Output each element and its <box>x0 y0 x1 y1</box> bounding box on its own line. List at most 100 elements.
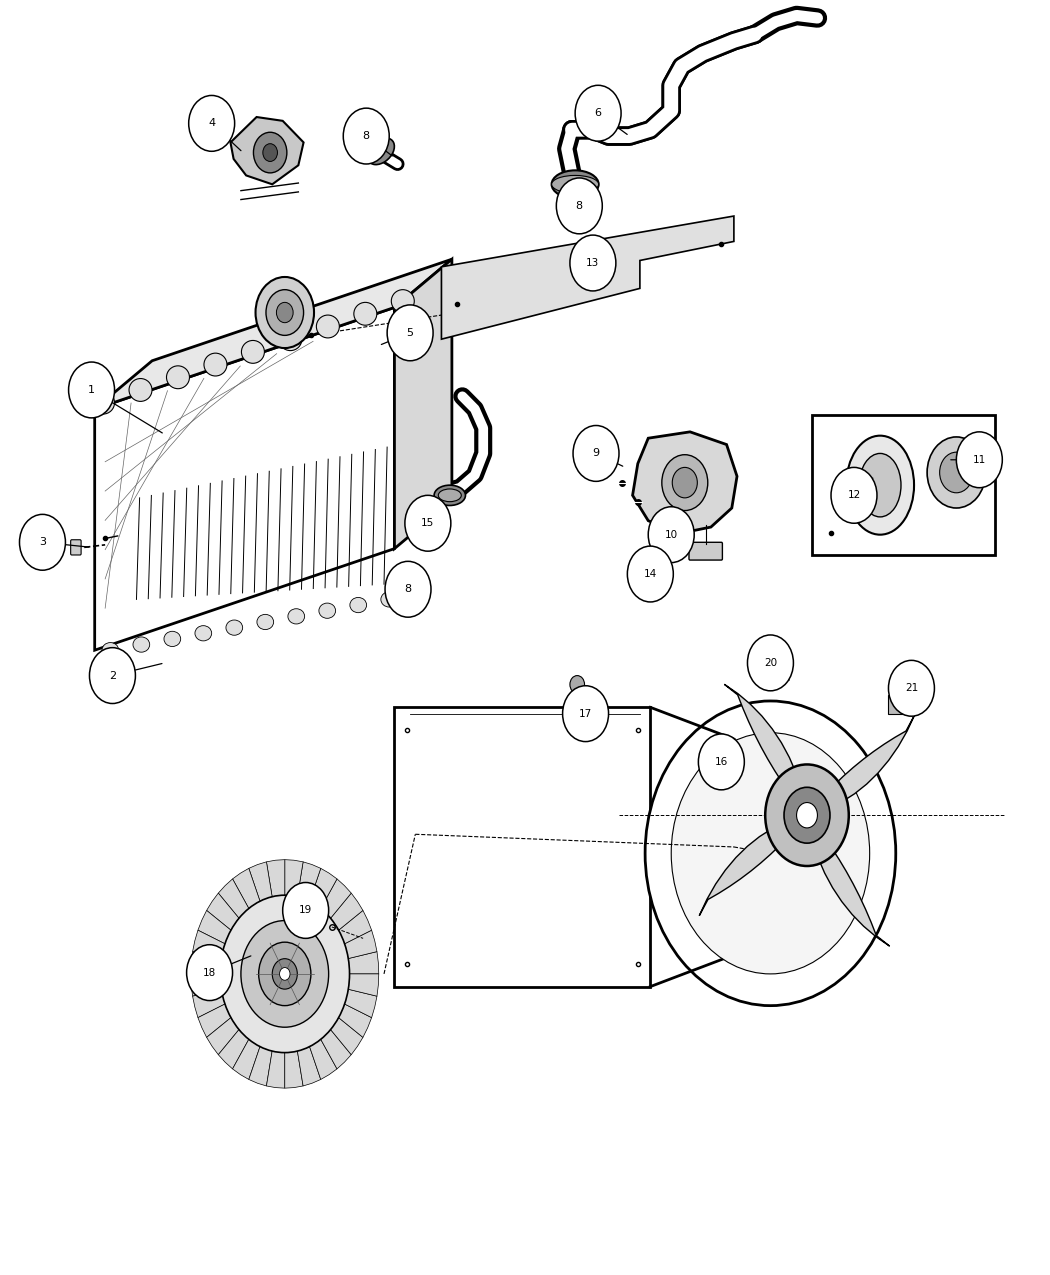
Circle shape <box>563 686 609 742</box>
Polygon shape <box>94 307 395 650</box>
Ellipse shape <box>392 289 415 312</box>
Circle shape <box>89 648 135 704</box>
Polygon shape <box>297 862 320 901</box>
Polygon shape <box>441 215 734 339</box>
Circle shape <box>957 432 1003 488</box>
Polygon shape <box>632 432 737 533</box>
Polygon shape <box>297 1047 320 1086</box>
Circle shape <box>645 701 896 1006</box>
Polygon shape <box>699 829 780 915</box>
Circle shape <box>68 362 114 418</box>
Ellipse shape <box>242 340 265 363</box>
Circle shape <box>276 302 293 323</box>
Polygon shape <box>395 259 452 548</box>
Circle shape <box>405 495 450 551</box>
Polygon shape <box>395 708 650 987</box>
Text: 10: 10 <box>665 529 678 539</box>
Circle shape <box>266 289 303 335</box>
Ellipse shape <box>381 592 398 607</box>
Polygon shape <box>344 931 377 959</box>
Circle shape <box>575 85 622 142</box>
Polygon shape <box>310 868 337 909</box>
Polygon shape <box>331 892 363 931</box>
Circle shape <box>570 676 585 694</box>
Circle shape <box>189 96 234 152</box>
Polygon shape <box>249 862 272 901</box>
Polygon shape <box>198 910 231 943</box>
Circle shape <box>672 468 697 497</box>
FancyBboxPatch shape <box>70 539 81 555</box>
Circle shape <box>343 108 390 164</box>
Polygon shape <box>724 685 796 783</box>
Circle shape <box>255 277 314 348</box>
Text: 3: 3 <box>39 537 46 547</box>
Ellipse shape <box>195 626 212 641</box>
Circle shape <box>888 660 934 717</box>
Ellipse shape <box>434 486 465 505</box>
Polygon shape <box>207 892 239 931</box>
Polygon shape <box>267 859 285 896</box>
Polygon shape <box>320 1029 352 1068</box>
Ellipse shape <box>204 353 227 376</box>
Circle shape <box>698 734 744 789</box>
Polygon shape <box>834 715 915 802</box>
Polygon shape <box>310 1039 337 1080</box>
Ellipse shape <box>226 620 243 635</box>
Polygon shape <box>267 1051 285 1088</box>
Circle shape <box>748 635 794 691</box>
Ellipse shape <box>129 379 152 402</box>
Circle shape <box>627 546 673 602</box>
Circle shape <box>831 468 877 523</box>
Ellipse shape <box>846 436 915 534</box>
Circle shape <box>784 787 830 843</box>
Polygon shape <box>320 878 352 918</box>
Polygon shape <box>192 931 225 959</box>
Text: 1: 1 <box>88 385 96 395</box>
Ellipse shape <box>551 171 598 199</box>
Circle shape <box>385 561 430 617</box>
Circle shape <box>570 235 616 291</box>
Polygon shape <box>818 848 889 946</box>
Ellipse shape <box>350 598 366 613</box>
Text: 15: 15 <box>421 518 435 528</box>
Text: 4: 4 <box>208 119 215 129</box>
Circle shape <box>262 144 277 162</box>
Polygon shape <box>349 974 379 996</box>
Circle shape <box>671 733 869 974</box>
Circle shape <box>662 455 708 510</box>
Circle shape <box>272 959 297 989</box>
Circle shape <box>220 895 350 1053</box>
Text: 17: 17 <box>579 709 592 719</box>
Polygon shape <box>191 974 222 996</box>
Polygon shape <box>331 1017 363 1054</box>
Circle shape <box>387 305 433 361</box>
Polygon shape <box>344 989 377 1017</box>
Text: 8: 8 <box>575 201 583 210</box>
Circle shape <box>940 453 973 492</box>
Text: 19: 19 <box>299 905 312 915</box>
Circle shape <box>187 945 232 1001</box>
Polygon shape <box>349 951 379 974</box>
Polygon shape <box>191 951 222 974</box>
Text: 6: 6 <box>594 108 602 119</box>
Ellipse shape <box>279 328 302 351</box>
Polygon shape <box>218 1029 249 1068</box>
Text: 16: 16 <box>715 757 728 766</box>
Circle shape <box>253 133 287 173</box>
Polygon shape <box>218 878 249 918</box>
Polygon shape <box>888 695 909 714</box>
Ellipse shape <box>368 138 395 164</box>
Text: 2: 2 <box>109 671 116 681</box>
Ellipse shape <box>167 366 189 389</box>
Circle shape <box>573 426 620 482</box>
Ellipse shape <box>316 315 339 338</box>
Circle shape <box>927 437 986 507</box>
Text: 12: 12 <box>847 491 861 500</box>
Ellipse shape <box>859 454 901 516</box>
Polygon shape <box>94 259 451 409</box>
Text: 20: 20 <box>764 658 777 668</box>
Ellipse shape <box>102 643 119 658</box>
Text: 8: 8 <box>362 131 370 142</box>
Ellipse shape <box>354 302 377 325</box>
Text: 9: 9 <box>592 449 600 459</box>
